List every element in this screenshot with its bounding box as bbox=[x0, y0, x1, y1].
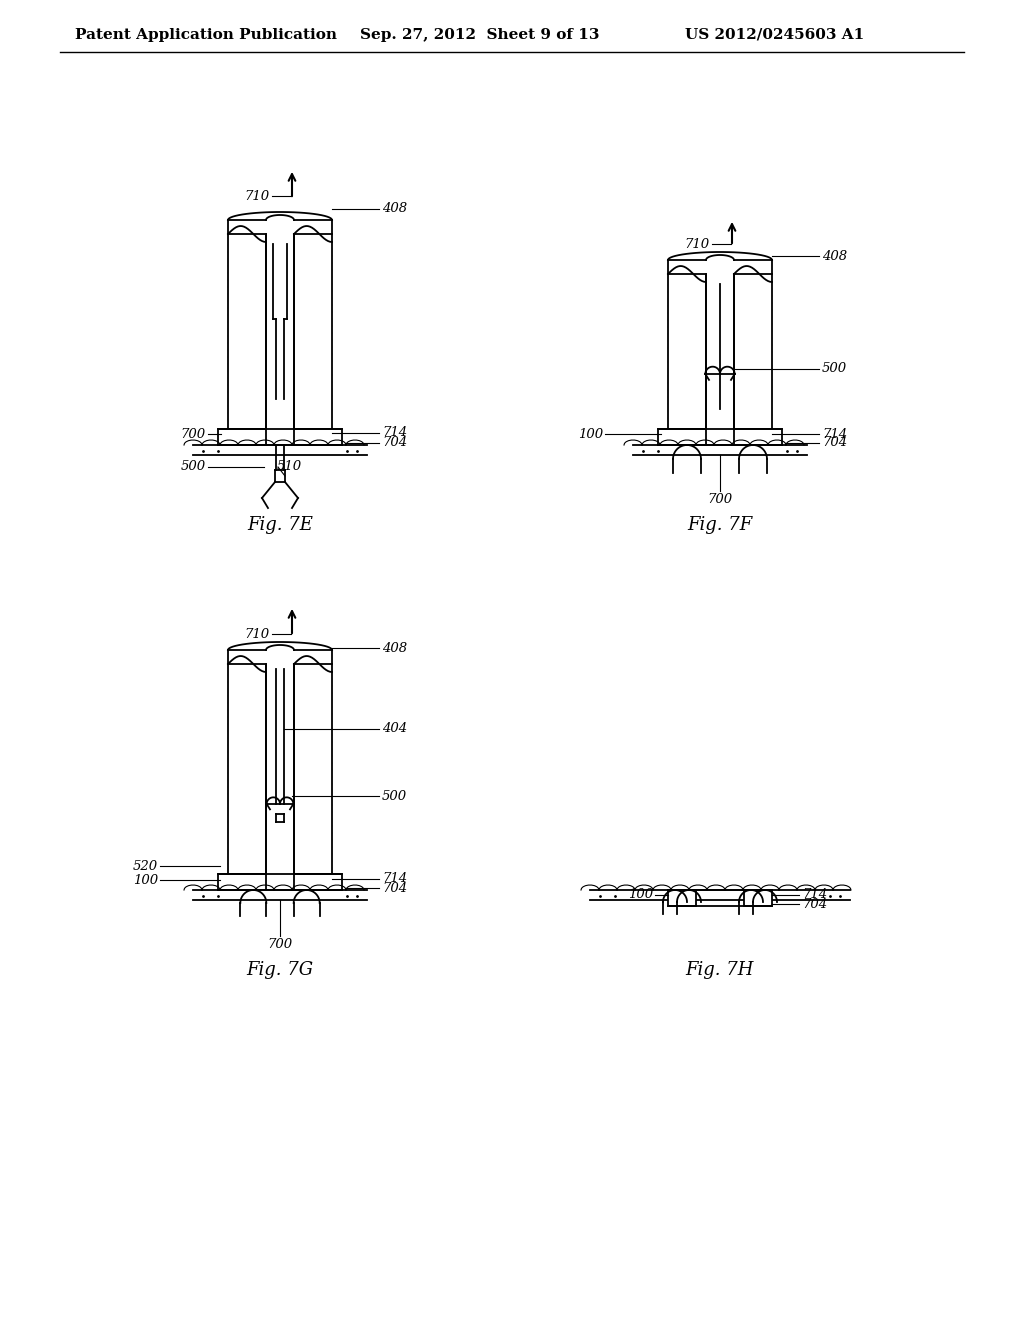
Bar bbox=[294, 234, 332, 429]
Bar bbox=[294, 234, 332, 429]
Bar bbox=[734, 275, 772, 429]
Bar bbox=[228, 234, 266, 429]
Text: 500: 500 bbox=[382, 789, 408, 803]
Bar bbox=[734, 429, 782, 445]
Text: 704: 704 bbox=[822, 437, 847, 450]
Bar bbox=[218, 874, 266, 890]
Text: 408: 408 bbox=[822, 249, 847, 263]
Text: 404: 404 bbox=[382, 722, 408, 735]
Bar bbox=[658, 429, 706, 445]
Text: Fig. 7E: Fig. 7E bbox=[247, 516, 313, 535]
Text: 100: 100 bbox=[628, 888, 653, 902]
Text: 704: 704 bbox=[382, 882, 408, 895]
Bar bbox=[218, 429, 266, 445]
Bar bbox=[218, 429, 266, 445]
Text: Fig. 7G: Fig. 7G bbox=[247, 961, 313, 979]
Bar bbox=[744, 890, 772, 906]
Bar bbox=[744, 890, 772, 906]
Bar bbox=[228, 234, 266, 429]
Bar bbox=[294, 874, 342, 890]
Text: 408: 408 bbox=[382, 202, 408, 215]
Text: 710: 710 bbox=[685, 238, 710, 251]
Text: 710: 710 bbox=[245, 190, 270, 202]
Bar bbox=[668, 890, 696, 906]
Text: 520: 520 bbox=[133, 859, 158, 873]
Text: Fig. 7H: Fig. 7H bbox=[686, 961, 755, 979]
Bar bbox=[658, 429, 706, 445]
Text: 710: 710 bbox=[245, 627, 270, 640]
Bar bbox=[668, 275, 706, 429]
Text: 700: 700 bbox=[267, 939, 293, 950]
Bar bbox=[294, 429, 342, 445]
Text: Fig. 7F: Fig. 7F bbox=[687, 516, 753, 535]
Text: 510: 510 bbox=[278, 461, 302, 474]
Text: 408: 408 bbox=[382, 642, 408, 655]
Bar bbox=[228, 664, 266, 874]
Text: 500: 500 bbox=[822, 363, 847, 375]
Text: 714: 714 bbox=[822, 428, 847, 441]
Bar bbox=[294, 664, 332, 874]
Text: Patent Application Publication: Patent Application Publication bbox=[75, 28, 337, 42]
Text: US 2012/0245603 A1: US 2012/0245603 A1 bbox=[685, 28, 864, 42]
Bar bbox=[218, 874, 266, 890]
Bar bbox=[734, 275, 772, 429]
Text: 500: 500 bbox=[181, 461, 206, 474]
Text: Sep. 27, 2012  Sheet 9 of 13: Sep. 27, 2012 Sheet 9 of 13 bbox=[360, 28, 599, 42]
Text: 700: 700 bbox=[708, 492, 732, 506]
Text: 714: 714 bbox=[382, 426, 408, 440]
Text: 100: 100 bbox=[578, 428, 603, 441]
Text: 714: 714 bbox=[802, 888, 827, 902]
Text: 100: 100 bbox=[133, 874, 158, 887]
Bar bbox=[734, 429, 782, 445]
Bar bbox=[294, 874, 342, 890]
Text: 704: 704 bbox=[802, 898, 827, 911]
Bar bbox=[668, 275, 706, 429]
Bar bbox=[294, 429, 342, 445]
Text: 704: 704 bbox=[382, 437, 408, 450]
Bar bbox=[228, 664, 266, 874]
Text: 700: 700 bbox=[181, 428, 206, 441]
Bar bbox=[668, 890, 696, 906]
Bar bbox=[294, 664, 332, 874]
Text: 714: 714 bbox=[382, 873, 408, 886]
